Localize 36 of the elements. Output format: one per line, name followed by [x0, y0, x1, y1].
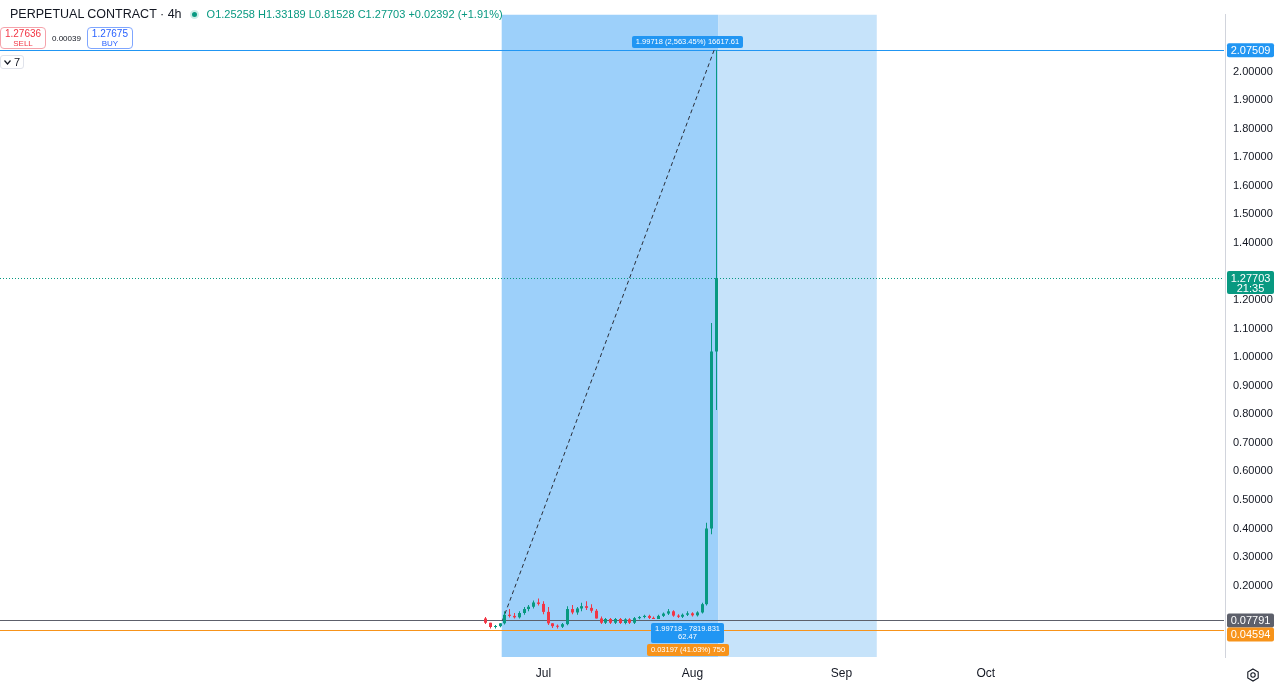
y-tick-label: 1.40000 [1233, 236, 1273, 249]
y-tick-label: 1.00000 [1233, 350, 1273, 363]
y-tick-label: 1.20000 [1233, 293, 1273, 306]
buy-button: 1.27675 BUY [86, 27, 133, 49]
chart-title: PERPETUAL CONTRACT · 4h [10, 7, 182, 21]
y-tick-label: 0.50000 [1233, 493, 1273, 505]
x-tick-label: Aug [681, 665, 704, 680]
y-tick-label: 2.00000 [1233, 64, 1273, 77]
y-tick-label: 1.10000 [1233, 321, 1273, 334]
ref-line-label: 2.07509 [1230, 43, 1271, 56]
y-tick-label: 0.60000 [1233, 464, 1273, 477]
x-tick-label: Sep [830, 665, 853, 680]
y-tick-label: 0.80000 [1233, 407, 1273, 420]
annotation: 7 [14, 56, 21, 68]
annotation: 1.27636 [4, 27, 42, 39]
y-tick-label: 0.30000 [1233, 550, 1273, 563]
annotation: 0.00039 [52, 33, 81, 43]
annotation: 1.27675 [91, 27, 128, 39]
sell-button: 1.27636 SELL [0, 27, 46, 49]
y-tick-label: 1.50000 [1233, 207, 1273, 220]
y-tick-label: 0.20000 [1233, 578, 1273, 591]
ref-line-label: 0.04594 [1230, 628, 1271, 641]
y-tick-label: 0.90000 [1233, 378, 1273, 391]
ref-line-label: 1.27703 21:35 [1230, 271, 1271, 294]
x-tick-label: Oct [976, 665, 996, 680]
annotation: O1.25258 H1.33189 L0.81528 C1.27703 +0.02392 (+1.91%) [206, 8, 503, 20]
y-tick-label: 1.90000 [1233, 93, 1273, 106]
x-tick-label: Jul [535, 665, 552, 680]
y-tick-label: 1.60000 [1233, 178, 1273, 191]
y-tick-label: 1.70000 [1233, 150, 1273, 163]
y-tick-label: 0.40000 [1233, 521, 1273, 534]
annotation: BUY [101, 38, 119, 48]
y-tick-label: 0.70000 [1233, 435, 1273, 448]
y-tick-label: 1.80000 [1233, 121, 1273, 134]
ref-line-label: 0.07791 [1230, 614, 1271, 627]
annotation: SELL [13, 38, 33, 48]
